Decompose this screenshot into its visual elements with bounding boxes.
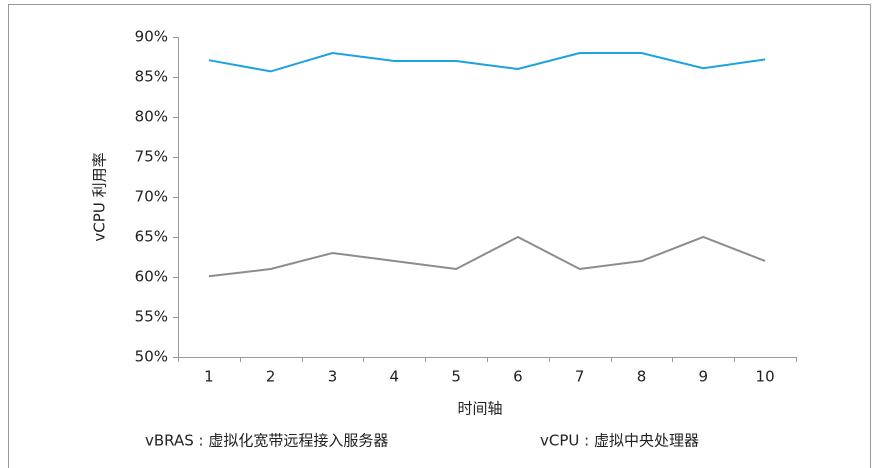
- frame: [8, 4, 871, 468]
- x-tick-label: 2: [266, 368, 276, 386]
- y-tick-label: 50%: [135, 348, 168, 366]
- x-tick-label: 4: [390, 368, 400, 386]
- x-tick-label: 5: [451, 368, 461, 386]
- y-tick-label: 85%: [135, 68, 168, 86]
- x-tick-label: 9: [699, 368, 709, 386]
- x-axis-label: 时间轴: [457, 400, 502, 418]
- y-tick-label: 80%: [135, 108, 168, 126]
- x-tick-label: 6: [513, 368, 523, 386]
- y-tick-label: 70%: [135, 188, 168, 206]
- y-tick-label: 75%: [135, 148, 168, 166]
- x-tick-label: 3: [328, 368, 338, 386]
- x-tick-label: 10: [756, 368, 775, 386]
- annotation: vCPU : 虚拟中央处理器: [540, 432, 699, 450]
- series-line: [208, 51, 766, 73]
- y-tick-label: 55%: [135, 308, 168, 326]
- y-axis-label: vCPU 利用率: [91, 152, 109, 241]
- y-tick-label: 60%: [135, 268, 168, 286]
- annotation: vBRAS : 虚拟化宽带远程接入服务器: [145, 432, 388, 450]
- x-tick-label: 1: [204, 368, 214, 386]
- series-line: [208, 235, 766, 278]
- x-tick-label: 7: [575, 368, 585, 386]
- y-tick-label: 90%: [135, 28, 168, 46]
- x-tick-label: 8: [637, 368, 647, 386]
- y-tick-label: 65%: [135, 228, 168, 246]
